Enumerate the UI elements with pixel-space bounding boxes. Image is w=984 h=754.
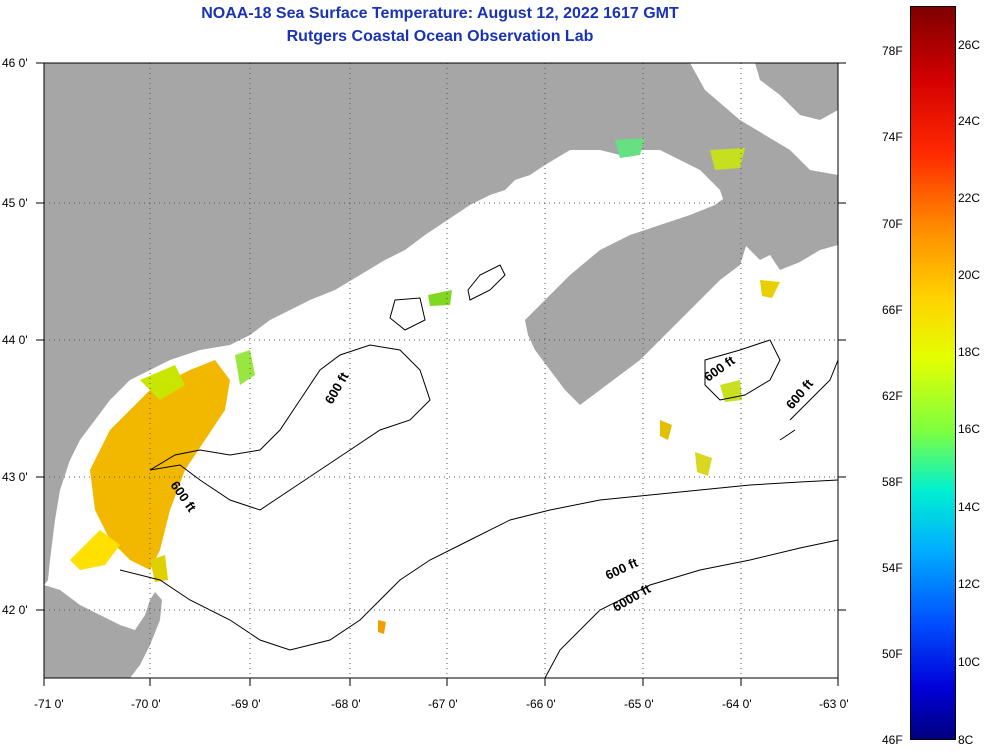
colorbar-f-label: 58F (882, 475, 903, 489)
colorbar-f-label: 50F (882, 647, 903, 661)
depth-contours (119, 264, 839, 679)
sst-patches (70, 138, 780, 634)
colorbar-c-label: 24C (958, 114, 981, 128)
lat-label: 42 0' (2, 603, 28, 617)
colorbar-f-label: 78F (882, 44, 903, 58)
colorbar-c-label: 18C (958, 345, 981, 359)
lon-label: -63 0' (819, 697, 849, 711)
land-cape-breton (755, 63, 838, 120)
lat-label: 44 0' (2, 333, 28, 347)
colorbar-f-label: 70F (882, 217, 903, 231)
colorbar-c-label: 14C (958, 500, 981, 514)
lon-label: -70 0' (131, 697, 161, 711)
colorbar-c-label: 16C (958, 422, 981, 436)
colorbar-c-label: 20C (958, 268, 981, 282)
lat-label: 43 0' (2, 470, 28, 484)
lon-label: -64 0' (722, 697, 752, 711)
lon-label: -66 0' (526, 697, 556, 711)
tick-marks (36, 62, 846, 686)
land-cape-cod (44, 585, 162, 678)
lon-label: -69 0' (231, 697, 261, 711)
lon-label: -67 0' (428, 697, 458, 711)
colorbar-f-label: 54F (882, 561, 903, 575)
colorbar-c-label: 12C (958, 577, 981, 591)
colorbar-f-label: 46F (882, 733, 903, 747)
colorbar-c-label: 8C (958, 733, 974, 747)
colorbar-f-label: 62F (882, 389, 903, 403)
colorbar-f-label: 74F (882, 130, 903, 144)
lon-label: -71 0' (34, 697, 64, 711)
map-subtitle: Rutgers Coastal Ocean Observation Lab (286, 28, 594, 45)
map-frame (43, 62, 839, 679)
land-mainland (44, 63, 838, 585)
colorbar-f-label: 66F (882, 303, 903, 317)
lat-label: 45 0' (2, 196, 28, 210)
lon-label: -68 0' (331, 697, 361, 711)
land-nova-scotia (525, 190, 748, 405)
temperature-colorbar (910, 6, 956, 740)
colorbar-c-label: 22C (958, 191, 981, 205)
lon-label: -65 0' (624, 697, 654, 711)
colorbar-c-label: 26C (958, 38, 981, 52)
lat-label: 46 0' (2, 56, 28, 70)
colorbar-c-label: 10C (958, 655, 981, 669)
map-title: NOAA-18 Sea Surface Temperature: August … (201, 5, 679, 22)
